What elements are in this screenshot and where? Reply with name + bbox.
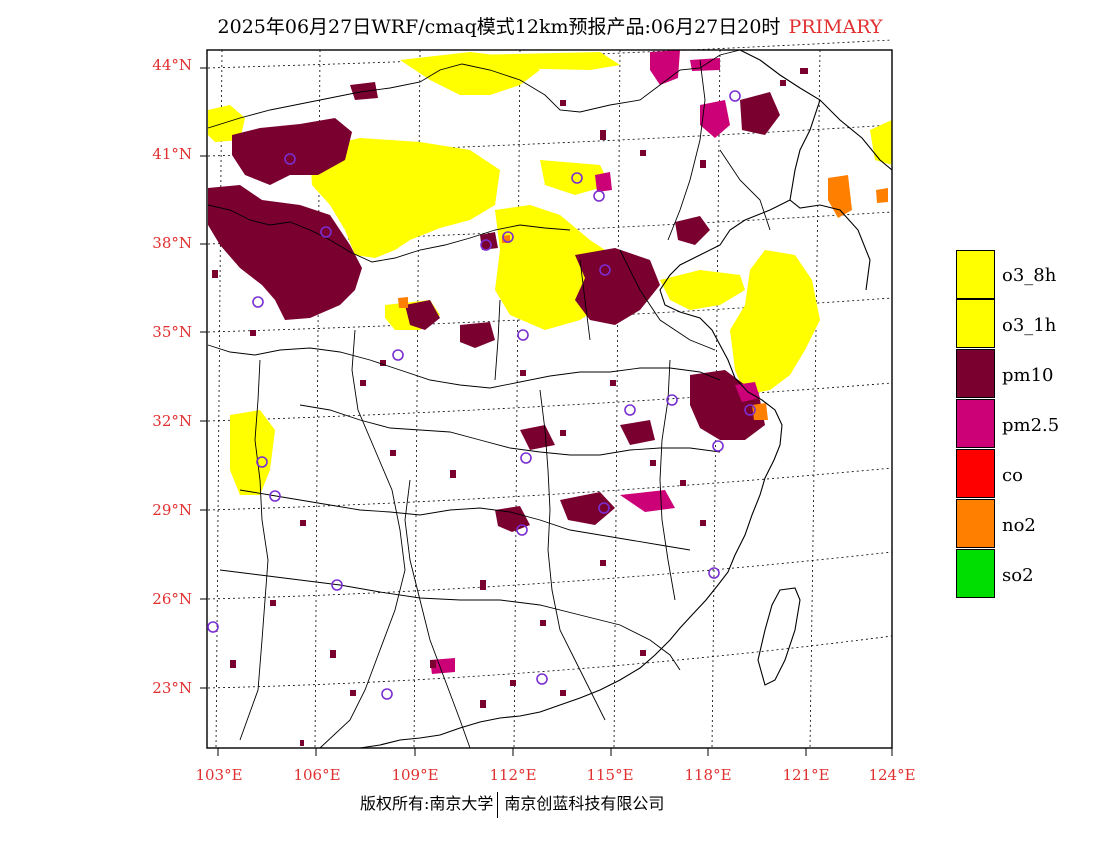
lon-label-115: 115°E	[586, 766, 634, 784]
boundaries	[207, 49, 771, 749]
legend-swatch-pm25	[956, 399, 995, 448]
lat-label-26: 26°N	[152, 590, 192, 608]
lon-label-109: 109°E	[391, 766, 439, 784]
legend-label-so2: so2	[1002, 565, 1034, 586]
lon-label-118: 118°E	[684, 766, 732, 784]
legend-swatch-no2	[956, 499, 995, 548]
no2-regions	[398, 175, 888, 420]
map-title: 2025年06月27日WRF/cmaq模式12km预报产品:06月27日20时 P…	[0, 12, 1100, 39]
legend-label-co: co	[1002, 465, 1023, 486]
legend-label-pm10: pm10	[1002, 365, 1054, 386]
lat-label-35: 35°N	[152, 323, 192, 341]
lat-label-23: 23°N	[152, 679, 192, 697]
legend-swatch-o3-8h	[956, 250, 995, 299]
copyright-text: 版权所有:南京大学	[360, 794, 494, 813]
scattered-pm10-cells	[212, 68, 808, 746]
legend-swatch-co	[956, 449, 995, 498]
pm25-regions	[430, 50, 760, 674]
legend-swatch-so2	[956, 549, 995, 598]
coastline	[359, 49, 893, 749]
company-name: 南京创蓝科技有限公司	[504, 794, 665, 813]
legend-label-no2: no2	[1002, 515, 1036, 536]
station-markers	[207, 90, 756, 700]
lon-label-124: 124°E	[868, 766, 916, 784]
lat-label-44: 44°N	[152, 56, 192, 74]
product-tag: PRIMARY	[788, 16, 883, 38]
lat-label-32: 32°N	[152, 412, 192, 430]
ticks	[200, 67, 893, 756]
title-text: 2025年06月27日WRF/cmaq模式12km预报产品:06月27日20时	[217, 16, 781, 38]
footer: 版权所有:南京大学 南京创蓝科技有限公司	[360, 790, 664, 818]
lon-label-106: 106°E	[293, 766, 341, 784]
legend-swatch-o3-1h	[956, 299, 995, 348]
pm10-regions	[208, 82, 780, 532]
lat-label-29: 29°N	[152, 501, 192, 519]
footer-separator	[497, 791, 499, 818]
lat-label-41: 41°N	[152, 145, 192, 163]
legend-label-o3-1h: o3_1h	[1002, 315, 1057, 336]
lon-label-103: 103°E	[195, 766, 243, 784]
legend-label-o3-8h: o3_8h	[1002, 265, 1057, 286]
legend-label-pm25: pm2.5	[1002, 415, 1060, 436]
map-frame	[206, 49, 893, 749]
legend-swatch-pm10	[956, 349, 995, 398]
lat-label-38: 38°N	[152, 234, 192, 252]
lon-label-112: 112°E	[489, 766, 537, 784]
lon-label-121: 121°E	[782, 766, 830, 784]
